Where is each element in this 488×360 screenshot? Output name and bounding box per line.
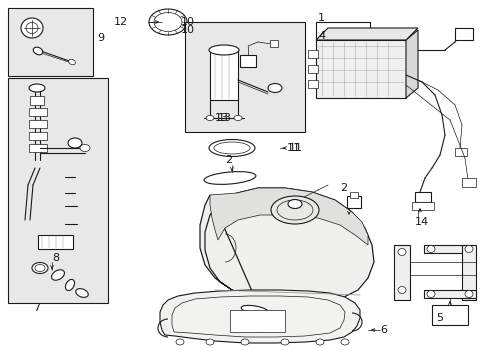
- Ellipse shape: [21, 18, 43, 38]
- Bar: [8, 8, 93, 76]
- Ellipse shape: [68, 138, 82, 148]
- Text: 2: 2: [339, 183, 346, 193]
- Ellipse shape: [29, 84, 45, 92]
- Bar: [30, 96, 44, 105]
- Bar: [38, 235, 73, 249]
- PathPatch shape: [315, 28, 417, 40]
- Ellipse shape: [65, 279, 75, 291]
- Text: 10: 10: [181, 25, 195, 35]
- Bar: [307, 65, 317, 73]
- Text: 9: 9: [97, 33, 104, 43]
- Text: 11: 11: [288, 143, 303, 153]
- Ellipse shape: [205, 116, 214, 121]
- PathPatch shape: [209, 188, 367, 245]
- Text: 14: 14: [414, 217, 428, 227]
- Ellipse shape: [80, 144, 90, 152]
- Ellipse shape: [340, 339, 348, 345]
- Ellipse shape: [287, 199, 302, 208]
- Ellipse shape: [270, 196, 318, 224]
- Bar: [461, 178, 475, 187]
- Ellipse shape: [397, 287, 405, 293]
- Ellipse shape: [281, 339, 288, 345]
- Bar: [29, 120, 47, 128]
- Text: 10: 10: [181, 17, 195, 27]
- Bar: [240, 55, 256, 67]
- Bar: [393, 245, 409, 300]
- Bar: [346, 196, 360, 208]
- Bar: [349, 192, 357, 198]
- Ellipse shape: [203, 172, 255, 184]
- Text: 4: 4: [317, 31, 325, 41]
- Bar: [414, 192, 430, 202]
- PathPatch shape: [200, 188, 373, 302]
- Bar: [8, 78, 108, 303]
- Bar: [209, 50, 238, 100]
- Ellipse shape: [35, 265, 45, 271]
- Ellipse shape: [234, 116, 242, 121]
- Ellipse shape: [176, 339, 183, 345]
- Bar: [29, 144, 47, 152]
- Text: 12: 12: [114, 17, 128, 27]
- Ellipse shape: [464, 291, 472, 297]
- Ellipse shape: [76, 289, 88, 297]
- Ellipse shape: [255, 312, 274, 320]
- PathPatch shape: [405, 30, 417, 98]
- Ellipse shape: [241, 339, 248, 345]
- Ellipse shape: [208, 45, 239, 55]
- Bar: [315, 40, 405, 98]
- Ellipse shape: [205, 339, 214, 345]
- Text: 3: 3: [269, 317, 276, 327]
- PathPatch shape: [160, 290, 359, 343]
- Bar: [29, 108, 47, 116]
- Bar: [269, 40, 278, 47]
- Ellipse shape: [426, 246, 434, 252]
- Bar: [431, 305, 467, 325]
- Text: 5: 5: [436, 313, 443, 323]
- Text: 7: 7: [33, 303, 41, 313]
- Ellipse shape: [33, 47, 42, 55]
- Ellipse shape: [276, 200, 312, 220]
- Bar: [229, 310, 285, 332]
- Bar: [423, 290, 475, 298]
- Text: 8: 8: [52, 253, 59, 263]
- Text: 1: 1: [317, 13, 325, 23]
- Text: 6: 6: [379, 325, 386, 335]
- Ellipse shape: [208, 140, 254, 157]
- Ellipse shape: [315, 339, 324, 345]
- Text: 11: 11: [286, 143, 301, 153]
- Ellipse shape: [68, 59, 75, 65]
- Ellipse shape: [214, 142, 249, 154]
- Bar: [307, 80, 317, 88]
- Text: 13: 13: [218, 113, 231, 123]
- Bar: [411, 202, 433, 210]
- Ellipse shape: [26, 23, 38, 33]
- Ellipse shape: [426, 291, 434, 297]
- Bar: [461, 245, 475, 300]
- Bar: [184, 22, 305, 132]
- Bar: [454, 148, 466, 156]
- Ellipse shape: [51, 270, 64, 280]
- Ellipse shape: [241, 305, 268, 315]
- Ellipse shape: [32, 262, 48, 274]
- Ellipse shape: [397, 248, 405, 256]
- Bar: [307, 50, 317, 58]
- Bar: [454, 28, 472, 40]
- Text: 2: 2: [224, 155, 232, 165]
- Ellipse shape: [464, 246, 472, 252]
- Text: 13: 13: [215, 113, 228, 123]
- Bar: [423, 245, 473, 253]
- Ellipse shape: [154, 13, 182, 32]
- Bar: [29, 132, 47, 140]
- Ellipse shape: [149, 9, 186, 35]
- Ellipse shape: [267, 84, 282, 93]
